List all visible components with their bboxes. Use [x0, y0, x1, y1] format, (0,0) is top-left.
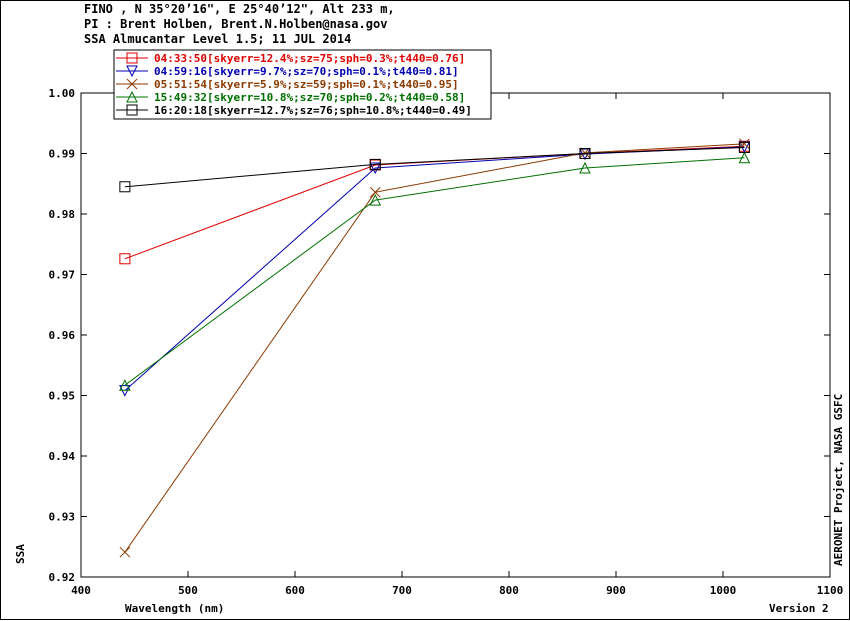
x-marker-stroke [126, 78, 138, 90]
x-tick-label: 800 [499, 584, 519, 597]
x-tick-label: 1100 [817, 584, 844, 597]
series-line-5 [124, 146, 745, 188]
series-line-1 [124, 145, 745, 260]
y-tick-label: 0.93 [49, 511, 76, 524]
x-marker-stroke [579, 147, 591, 159]
legend-box [113, 49, 492, 120]
data-point [119, 181, 131, 193]
data-point [579, 161, 591, 174]
legend-swatch-marker [126, 104, 138, 116]
legend-entry: 16:20:18[skyerr=12.7%;sz=76;sph=10.8%;t4… [154, 104, 472, 117]
side-credit-label: AERONET Project, NASA GSFC [832, 394, 845, 566]
header-pi-line: PI : Brent Holben, Brent.N.Holben@nasa.g… [84, 17, 388, 31]
x-tick-label: 900 [606, 584, 626, 597]
x-tick-label: 1000 [710, 584, 737, 597]
data-point [369, 158, 381, 170]
y-axis-label: SSA [14, 544, 27, 564]
version-label: Version 2 [769, 602, 829, 615]
legend-swatch-marker [126, 52, 138, 64]
series-line-3 [124, 143, 745, 553]
data-point [579, 147, 591, 159]
x-tick-label: 600 [285, 584, 305, 597]
legend-entry: 05:51:54[skyerr=5.9%;sz=59;sph=0.1%;t440… [154, 78, 459, 91]
y-tick-label: 1.00 [49, 87, 76, 100]
legend-swatch-marker [126, 78, 138, 90]
legend-entry: 04:59:16[skyerr=9.7%;sz=70;sph=0.1%;t440… [154, 65, 459, 78]
x-tick-label: 500 [178, 584, 198, 597]
legend-swatch-marker [126, 65, 138, 78]
x-tick-label: 400 [71, 584, 91, 597]
series-line-2 [124, 146, 745, 392]
y-tick-label: 0.92 [49, 571, 76, 584]
header-title-line: SSA Almucantar Level 1.5; 11 JUL 2014 [84, 32, 352, 46]
axis-ticks: 400 500 600 700 800 900 1000 1100 0.92 0.93 0.94 0.… [49, 87, 844, 597]
data-point [119, 253, 131, 265]
data-point [738, 151, 751, 164]
y-tick-label: 0.96 [49, 329, 76, 342]
data-point [579, 148, 591, 159]
data-point [369, 162, 382, 175]
data-point [369, 193, 382, 206]
x-marker-stroke [119, 546, 131, 558]
legend: 04:33:50[skyerr=12.4%;sz=75;sph=0.3%;t44… [113, 49, 492, 120]
legend-swatch-marker [126, 90, 138, 103]
y-tick-label: 0.95 [49, 390, 76, 403]
header-site-line: FINO , N 35°20’16", E 25°40’12", Alt 233… [84, 2, 395, 16]
data-point [369, 186, 381, 198]
x-tick-label: 700 [392, 584, 412, 597]
series-line-4 [124, 157, 745, 386]
legend-entry: 04:33:50[skyerr=12.4%;sz=75;sph=0.3%;t44… [154, 52, 465, 65]
data-point [119, 546, 131, 558]
x-marker-stroke [369, 186, 381, 198]
legend-entry: 15:49:32[skyerr=10.8%;sz=70;sph=0.2%;t44… [154, 91, 465, 104]
y-tick-label: 0.94 [49, 450, 76, 463]
y-tick-label: 0.99 [49, 148, 76, 161]
y-tick-label: 0.98 [49, 208, 76, 221]
y-tick-label: 0.97 [49, 269, 76, 282]
x-axis-label: Wavelength (nm) [125, 602, 224, 615]
data-point [738, 141, 750, 153]
series-lines [119, 138, 751, 558]
data-point [119, 379, 131, 391]
